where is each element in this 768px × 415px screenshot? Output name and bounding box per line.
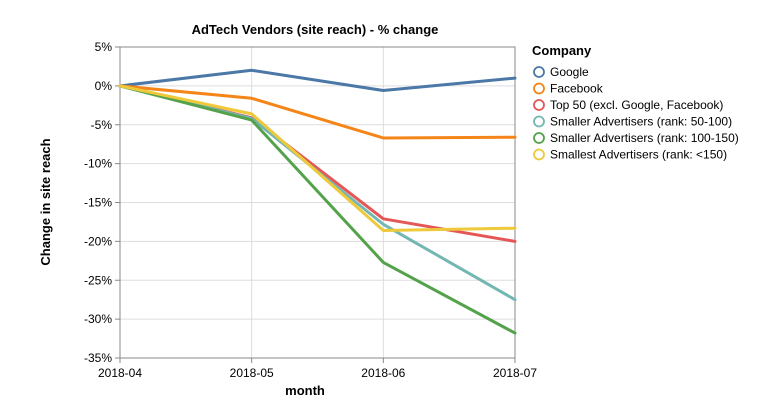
legend-label-5: Smaller Advertisers (rank: 100-150) (550, 131, 739, 145)
y-tick-label: -5% (91, 118, 113, 132)
y-tick-label: -25% (84, 273, 112, 287)
x-tick-label: 2018-04 (98, 366, 142, 380)
legend-label-2: Facebook (550, 82, 604, 96)
axes: 5% 0% -5% -10% -15% -20% -25% -30% -35%2018-04 20… (84, 40, 537, 380)
legend-symbol-2 (533, 82, 545, 95)
legend-symbol-1 (533, 66, 545, 78)
series-lines (118, 68, 517, 335)
x-tick-label: 2018-06 (361, 366, 405, 380)
legend-symbol-5 (533, 132, 545, 144)
x-tick-label: 2018-05 (230, 366, 274, 380)
legend-label-3: Top 50 (excl. Google, Facebook) (550, 98, 723, 112)
y-tick-label: -35% (84, 351, 112, 365)
legend-symbol-4 (533, 115, 545, 128)
y-tick-label: -30% (84, 312, 112, 326)
y-tick-label: 0% (95, 79, 113, 93)
legend-title: Company (532, 43, 592, 58)
legend: Company Google Facebook Top 50 (excl. Goog… (532, 43, 739, 162)
legend-symbol-6 (533, 148, 545, 161)
series-line-5 (118, 84, 517, 335)
legend-label-1: Google (550, 65, 589, 79)
legend-symbol-3 (533, 99, 545, 111)
gridlines (119, 46, 516, 359)
legend-label-6: Smallest Advertisers (rank: <150) (550, 148, 727, 162)
y-axis-title: Change in site reach (38, 138, 53, 265)
series-line-1 (118, 68, 517, 92)
y-tick-label: 5% (95, 40, 113, 54)
x-axis-title: month (285, 383, 325, 398)
legend-label-4: Smaller Advertisers (rank: 50-100) (550, 115, 732, 129)
x-tick-label: 2018-07 (493, 366, 537, 380)
y-tick-label: -20% (84, 234, 112, 248)
plot-frame (119, 46, 516, 359)
chart-title: AdTech Vendors (site reach) - % change (192, 22, 439, 37)
series-line-6 (118, 84, 517, 232)
y-tick-label: -10% (84, 157, 112, 171)
series-line-2 (118, 84, 517, 140)
y-tick-label: -15% (84, 196, 112, 210)
